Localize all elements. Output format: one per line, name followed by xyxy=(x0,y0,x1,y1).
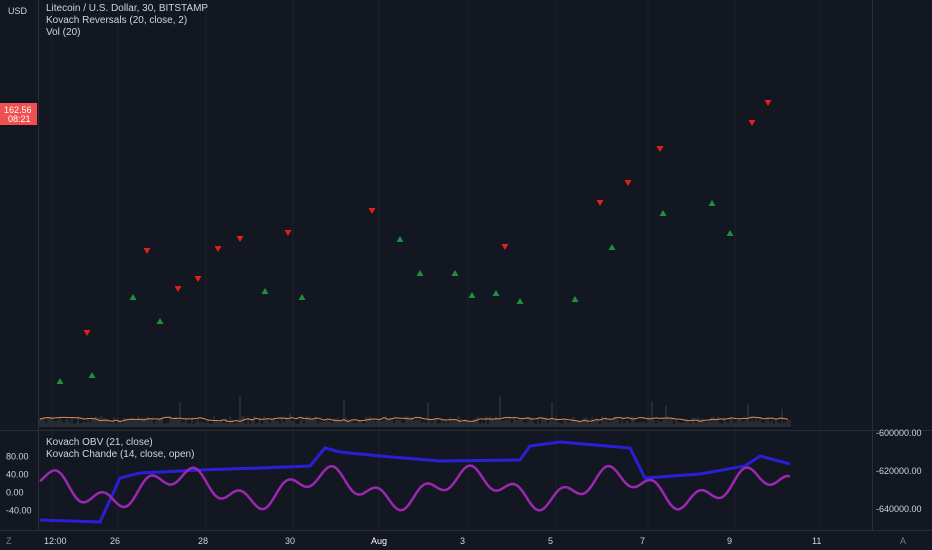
up-reversal-marker xyxy=(516,298,524,304)
down-reversal-marker xyxy=(656,146,664,152)
oscillator-tick-label: 80.00 xyxy=(6,452,29,462)
obv-tick-label: -600000.00 xyxy=(876,428,922,438)
time-tick-label: 11 xyxy=(812,536,821,546)
down-reversal-marker xyxy=(284,230,292,236)
time-tick-label: 5 xyxy=(548,536,553,546)
oscillator-axis[interactable]: 80.00 40.00 0.00 -40.00 xyxy=(6,452,32,516)
time-tick-label: 7 xyxy=(640,536,645,546)
indicator-volume[interactable]: Vol (20) xyxy=(46,27,81,38)
obv-axis[interactable]: -600000.00 -620000.00 -640000.00 xyxy=(876,428,922,514)
up-reversal-marker xyxy=(396,236,404,242)
main-legend: Litecoin / U.S. Dollar, 30, BITSTAMP Kov… xyxy=(46,3,208,39)
currency-label: USD xyxy=(8,6,28,16)
down-reversal-marker xyxy=(764,100,772,106)
indicator-kovach-reversals[interactable]: Kovach Reversals (20, close, 2) xyxy=(46,15,188,26)
reversal-markers xyxy=(56,100,772,384)
up-reversal-marker xyxy=(451,270,459,276)
current-price-tag: 162.56 08:21 xyxy=(0,103,37,125)
volume-ma-line xyxy=(39,416,789,423)
down-reversal-marker xyxy=(501,244,509,250)
up-reversal-marker xyxy=(726,230,734,236)
up-reversal-marker xyxy=(708,200,716,206)
time-tick-label: Aug xyxy=(371,536,387,546)
symbol-title[interactable]: Litecoin / U.S. Dollar, 30, BITSTAMP xyxy=(46,3,209,14)
auto-scale-button[interactable]: A xyxy=(900,536,906,546)
indicator-kovach-chande[interactable]: Kovach Chande (14, close, open) xyxy=(46,449,195,460)
up-reversal-marker xyxy=(88,372,96,378)
down-reversal-marker xyxy=(83,330,91,336)
time-tick-label: 9 xyxy=(727,536,732,546)
down-reversal-marker xyxy=(368,208,376,214)
timezone-button[interactable]: Z xyxy=(6,536,12,546)
up-reversal-marker xyxy=(261,288,269,294)
current-price-value: 162.56 xyxy=(4,105,32,115)
indicator-kovach-obv[interactable]: Kovach OBV (21, close) xyxy=(46,437,153,448)
down-reversal-marker xyxy=(624,180,632,186)
down-reversal-marker xyxy=(748,120,756,126)
obv-line xyxy=(39,440,791,524)
down-reversal-marker xyxy=(174,286,182,292)
up-reversal-marker xyxy=(156,318,164,324)
time-tick-label: 30 xyxy=(285,536,295,546)
up-reversal-marker xyxy=(571,296,579,302)
up-reversal-marker xyxy=(608,244,616,250)
down-reversal-marker xyxy=(214,246,222,252)
up-reversal-marker xyxy=(129,294,137,300)
current-price-countdown: 08:21 xyxy=(8,114,31,124)
up-reversal-marker xyxy=(659,210,667,216)
time-tick-label: 12:00 xyxy=(44,536,67,546)
down-reversal-marker xyxy=(236,236,244,242)
lower-legend: Kovach OBV (21, close) Kovach Chande (14… xyxy=(46,437,194,461)
down-reversal-marker xyxy=(143,248,151,254)
up-reversal-marker xyxy=(56,378,64,384)
obv-tick-label: -620000.00 xyxy=(876,466,922,476)
down-reversal-marker xyxy=(596,200,604,206)
up-reversal-marker xyxy=(298,294,306,300)
oscillator-tick-label: 0.00 xyxy=(6,488,24,498)
time-tick-label: 28 xyxy=(198,536,208,546)
volume-bars xyxy=(39,395,791,427)
time-axis[interactable]: 12:00 26 28 30 Aug 3 5 7 9 11 xyxy=(44,536,821,546)
chande-line xyxy=(39,464,791,512)
up-reversal-marker xyxy=(492,290,500,296)
down-reversal-marker xyxy=(194,276,202,282)
obv-tick-label: -640000.00 xyxy=(876,504,922,514)
time-tick-label: 26 xyxy=(110,536,120,546)
oscillator-tick-label: 40.00 xyxy=(6,470,29,480)
time-tick-label: 3 xyxy=(460,536,465,546)
oscillator-tick-label: -40.00 xyxy=(6,506,32,516)
up-reversal-marker xyxy=(468,292,476,298)
up-reversal-marker xyxy=(416,270,424,276)
oscillator-pane xyxy=(39,440,791,524)
